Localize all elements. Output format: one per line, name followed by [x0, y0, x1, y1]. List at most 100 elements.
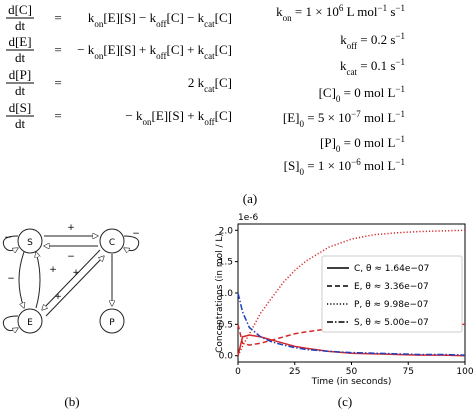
subscript: off [156, 19, 166, 29]
text-run: k [340, 58, 347, 73]
text-run: [C] [215, 108, 232, 123]
subscript: 0 [300, 119, 305, 129]
edge-label: − [132, 229, 140, 239]
y-axis-label: Concentrations (in mol / L) [215, 233, 225, 353]
superscript: −1 [395, 31, 405, 41]
subscript: 0 [336, 144, 341, 154]
fraction-denominator: dt [15, 116, 26, 131]
node [17, 308, 43, 334]
x-tick-label: 75 [403, 367, 414, 377]
text-run: mol L [361, 158, 396, 173]
parameter: [C]0 = 0 mol L−1 [319, 84, 405, 104]
text-run: [C] [215, 42, 232, 57]
subscript: off [347, 41, 357, 51]
text-run: [C] [215, 75, 232, 90]
parameter: kon = 1 × 106 L mol−1 s−1 [276, 3, 405, 23]
text-run: mol L [361, 110, 396, 125]
fraction-denominator: dt [15, 50, 26, 65]
edge-label: + [72, 268, 80, 278]
x-tick-label: 100 [456, 367, 473, 377]
caption: (c) [338, 394, 352, 409]
subscript: cat [347, 67, 358, 77]
node-label: C [109, 238, 115, 248]
text-run: [E][S] + k [151, 108, 204, 123]
subscript: on [94, 19, 104, 29]
superscript: −6 [351, 157, 361, 167]
equals-sign: = [54, 10, 61, 25]
text-run: [C] + k [166, 42, 204, 57]
series-line [237, 323, 465, 346]
y-tick-label: 0.5 [219, 320, 233, 330]
y-tick-label: 0.0 [219, 352, 234, 362]
subscript: 0 [336, 94, 341, 104]
text-run: L mol [343, 4, 378, 19]
node-label: S [27, 238, 33, 248]
text-run: 2 k [188, 75, 205, 90]
text-run: = 1 × 10 [292, 4, 339, 19]
text-run: = 0 mol L [340, 135, 395, 150]
x-tick-label: 25 [289, 367, 300, 377]
text-run: = 1 × 10 [304, 158, 351, 173]
fraction-denominator: dt [15, 83, 26, 98]
superscript: −1 [378, 3, 388, 13]
diagram-edges [2, 236, 140, 331]
series-line [237, 229, 466, 357]
text-run: = 0 mol L [340, 85, 395, 100]
series-line [237, 292, 466, 356]
subscript: on [283, 13, 293, 23]
superscript: −1 [395, 84, 405, 94]
subscript: on [142, 117, 152, 127]
subscript: on [94, 51, 104, 61]
superscript: 6 [339, 3, 344, 13]
text-run: − k [125, 108, 143, 123]
subscript: off [204, 117, 214, 127]
superscript: −1 [395, 57, 405, 67]
caption: (b) [64, 394, 79, 409]
edge-label: − [67, 252, 75, 262]
parameter: koff = 0.2 s−1 [340, 31, 405, 51]
legend-box [321, 255, 463, 333]
equals-sign: = [54, 75, 61, 90]
fraction-denominator: dt [15, 18, 26, 33]
legend-label: E, θ ≈ 3.36e−07 [354, 282, 429, 292]
text-run: k [88, 10, 95, 25]
subscript: off [156, 51, 166, 61]
legend: C, θ ≈ 1.64e−07 E, θ ≈ 3.36e−07 P, θ ≈ 9.9… [321, 255, 463, 333]
edge-label: − [7, 274, 15, 284]
text-run: [E] [283, 110, 300, 125]
text-run: [S] [284, 158, 300, 173]
text-run: k [276, 4, 283, 19]
superscript: −1 [395, 109, 405, 119]
legend-label: P, θ ≈ 9.98e−07 [354, 300, 429, 310]
superscript: −7 [351, 109, 361, 119]
node [99, 228, 125, 254]
text-run: = 0.2 s [357, 32, 395, 47]
y-tick-label: 1.5 [219, 258, 233, 268]
node-label: P [109, 318, 115, 328]
x-tick-label: 0 [235, 367, 241, 377]
superscript: −1 [395, 157, 405, 167]
parameter: [P]0 = 0 mol L−1 [320, 134, 405, 154]
series-line [237, 334, 466, 357]
text-run: = 0.1 s [357, 58, 395, 73]
node-label: E [27, 318, 33, 328]
text-run: [C] − k [166, 10, 204, 25]
text-run: [P] [320, 135, 336, 150]
text-run: [C] [215, 10, 232, 25]
x-axis-label: Time (in seconds) [311, 377, 392, 387]
legend-label: S, θ ≈ 5.00e−07 [354, 318, 429, 328]
text-run: [E][S] + k [103, 42, 156, 57]
text-run: − k [77, 42, 95, 57]
subscript: cat [204, 84, 215, 94]
superscript: −1 [395, 3, 405, 13]
equals-sign: = [54, 42, 61, 57]
text-run: [E][S] − k [103, 10, 156, 25]
fraction-numerator: d[S] [9, 100, 31, 115]
parameter: [S]0 = 1 × 10−6 mol L−1 [284, 157, 405, 177]
text-run: s [387, 4, 395, 19]
equation-rhs: − kon[E][S] + koff[C] [125, 108, 232, 127]
subscript: 0 [300, 167, 305, 177]
subscript: cat [204, 51, 215, 61]
parameter: [E]0 = 5 × 10−7 mol L−1 [283, 109, 405, 129]
